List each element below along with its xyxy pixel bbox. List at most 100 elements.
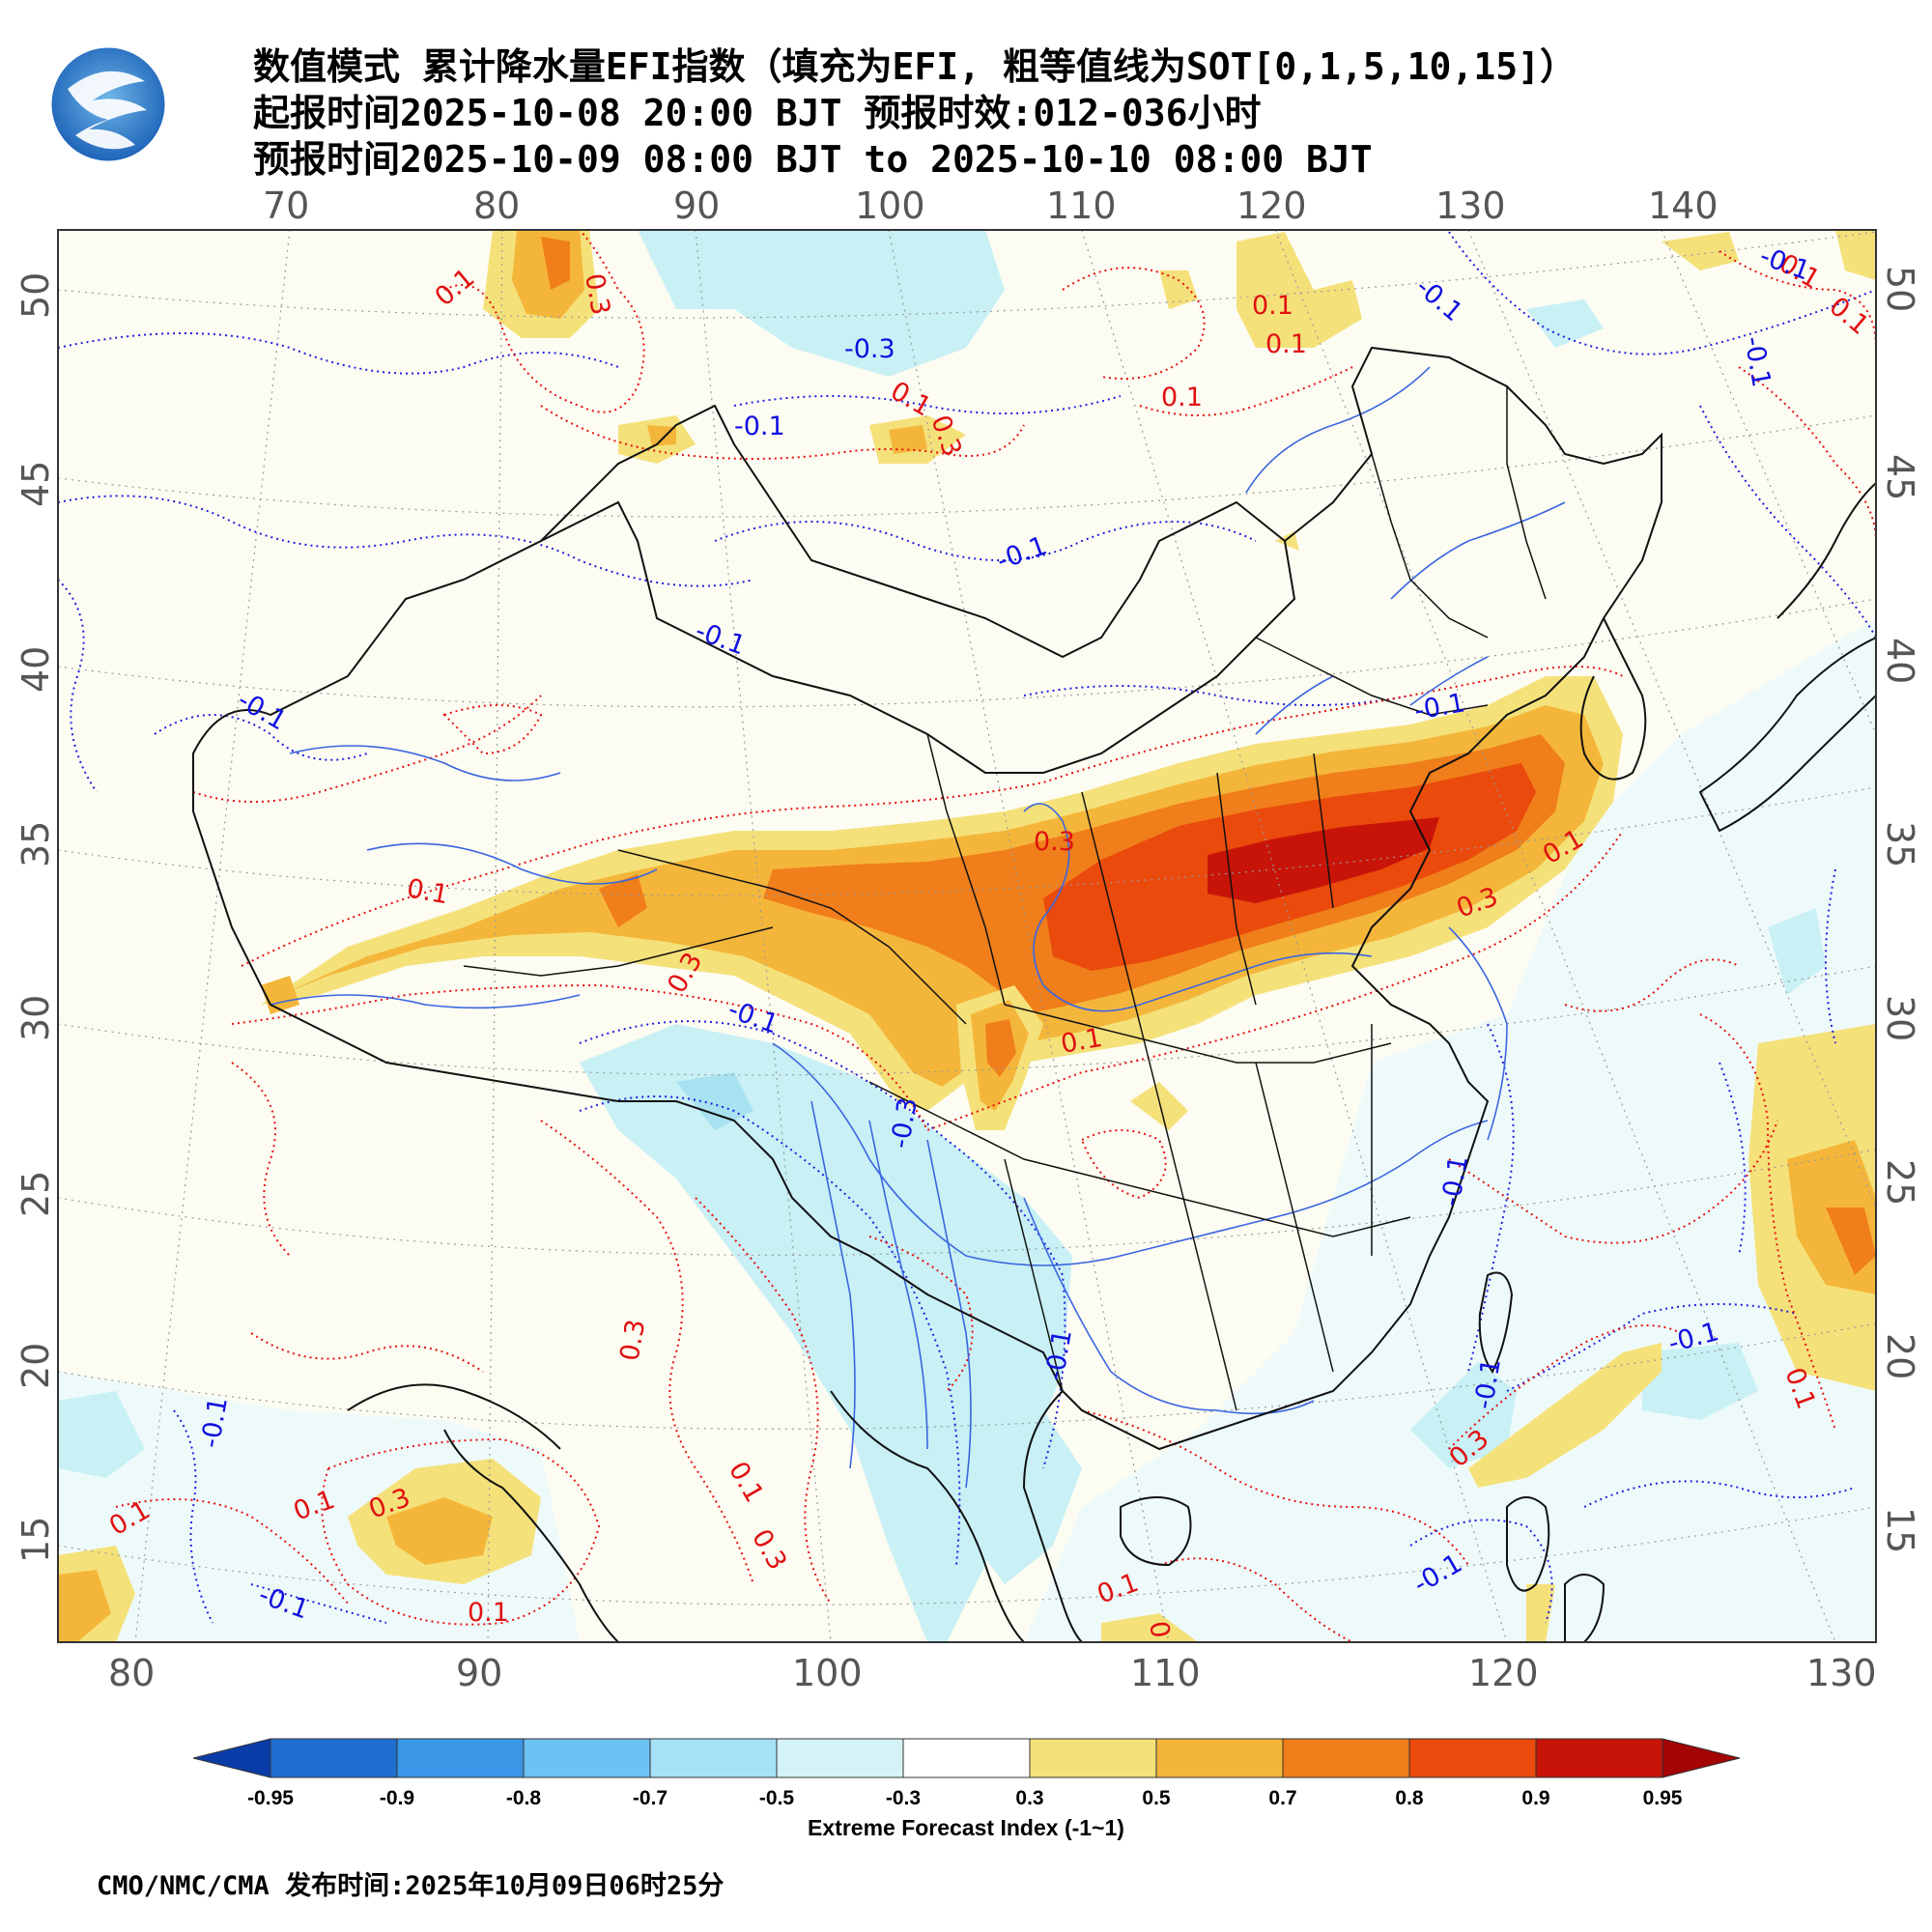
efi-area-pos7 <box>985 1019 1016 1077</box>
efi-area-pos5 <box>386 1497 493 1565</box>
contour-label-red: 0.3 <box>1143 1619 1179 1665</box>
colorbar-tick-label: -0.9 <box>380 1787 414 1809</box>
efi-area-pos5 <box>889 425 927 454</box>
efi-area-pos5 <box>647 425 676 446</box>
colorbar-tick-label: 0.9 <box>1521 1787 1549 1809</box>
efi-area-pos3 <box>1526 1584 1555 1642</box>
svg-text:15: 15 <box>1879 1507 1921 1553</box>
contour-label-blue: -0.3 <box>844 334 895 364</box>
contour-label-red: 0.1 <box>1059 1023 1105 1060</box>
efi-area-pos3 <box>1101 1613 1198 1642</box>
efi-area-pos3 <box>1159 270 1198 309</box>
left-lat-ticks: 50 45 40 35 30 25 20 15 <box>14 272 57 1563</box>
title-line-2: 起报时间2025-10-08 20:00 BJT 预报时效:012-036小时 <box>253 92 1262 134</box>
colorbar-arrow-right <box>1662 1738 1741 1778</box>
efi-area-neg3 <box>638 230 1005 377</box>
efi-area-neg3 <box>1526 299 1604 348</box>
efi-area-pos9 <box>1208 817 1439 903</box>
colorbar-box <box>1535 1738 1663 1778</box>
colorbar-tick-label: 0.7 <box>1268 1787 1296 1809</box>
efi-area-pos7 <box>1826 1208 1876 1275</box>
svg-text:40: 40 <box>1879 638 1921 684</box>
svg-text:100: 100 <box>792 1652 863 1694</box>
colorbar-box <box>270 1738 398 1778</box>
cma-logo-icon <box>48 44 168 164</box>
svg-text:50: 50 <box>14 272 57 319</box>
colorbar-title: Extreme Forecast Index (-1~1) <box>808 1815 1124 1840</box>
contour-label-red: 0.3 <box>579 271 615 318</box>
svg-text:120: 120 <box>1468 1652 1539 1694</box>
efi-area-pos3 <box>1468 1343 1662 1488</box>
colorbar-box <box>902 1738 1031 1778</box>
contour-label-red: 0.3 <box>614 1318 651 1364</box>
positive-contours <box>115 230 1876 1642</box>
efi-area-neg3 <box>966 1410 1082 1584</box>
colorbar-tick-label: -0.7 <box>633 1787 668 1809</box>
efi-negative-areas <box>58 230 1826 1642</box>
colorbar-box <box>523 1738 651 1778</box>
colorbar-box <box>396 1738 525 1778</box>
map-frame <box>57 229 1877 1643</box>
contour-label-red: 0.1 <box>1161 383 1203 412</box>
svg-text:35: 35 <box>14 821 57 867</box>
title-line-3: 预报时间2025-10-09 08:00 BJT to 2025-10-10 0… <box>253 138 1373 181</box>
svg-text:110: 110 <box>1130 1652 1201 1694</box>
efi-area-pos7 <box>599 874 647 927</box>
svg-text:100: 100 <box>855 185 925 227</box>
efi-area-pos7 <box>541 237 570 290</box>
efi-area-pos3 <box>1275 531 1299 551</box>
svg-text:90: 90 <box>456 1652 502 1694</box>
negative-contours <box>58 231 1876 1624</box>
title-line-1: 数值模式 累计降水量EFI指数（填充为EFI, 粗等值线为SOT[0,1,5,1… <box>253 45 1577 88</box>
colorbar-box <box>776 1738 904 1778</box>
svg-text:140: 140 <box>1648 185 1719 227</box>
contour-label-red: 0.1 <box>468 1598 509 1628</box>
efi-positive-areas <box>58 230 1876 1642</box>
svg-text:80: 80 <box>108 1652 155 1694</box>
colorbar-tick-label: -0.3 <box>886 1787 921 1809</box>
svg-text:35: 35 <box>1879 821 1921 867</box>
colorbar-tick-label: 0.8 <box>1395 1787 1424 1809</box>
efi-area-neg3 <box>1410 1362 1517 1468</box>
svg-text:40: 40 <box>14 646 57 693</box>
svg-text:15: 15 <box>14 1517 57 1563</box>
svg-text:20: 20 <box>14 1343 57 1389</box>
colorbar-tick-label: -0.8 <box>506 1787 542 1809</box>
svg-text:130: 130 <box>1806 1652 1877 1694</box>
colorbar-tick-label: -0.5 <box>759 1787 795 1809</box>
colorbar-tick-label: 0.3 <box>1015 1787 1043 1809</box>
contour-label-red: 0.1 <box>1252 291 1293 321</box>
colorbar-tick-label: -0.95 <box>247 1787 294 1809</box>
svg-text:30: 30 <box>14 995 57 1041</box>
efi-area-pos3 <box>1236 232 1362 348</box>
svg-text:45: 45 <box>1879 454 1921 500</box>
svg-text:80: 80 <box>473 185 520 227</box>
svg-text:50: 50 <box>1879 266 1921 312</box>
colorbar-arrow-left <box>192 1738 271 1778</box>
contour-label-blue: -0.1 <box>734 412 785 441</box>
contour-label-red: 0.1 <box>1265 329 1307 359</box>
colorbar-tick-label: 0.95 <box>1643 1787 1683 1809</box>
borders <box>192 346 1876 1642</box>
efi-area-neg3 <box>1642 1343 1758 1420</box>
efi-area-pos5 <box>58 1570 111 1642</box>
efi-area-neg3 <box>580 1024 1072 1642</box>
colorbar-tick-label: 0.5 <box>1142 1787 1171 1809</box>
efi-area-neg3 <box>1768 908 1826 995</box>
footer-issuer: CMO/NMC/CMA 发布时间:2025年10月09日06时25分 <box>97 1871 724 1901</box>
graticule <box>58 230 1876 1642</box>
svg-text:25: 25 <box>14 1171 57 1217</box>
map-area: 0.1 0.3 0.1 0.3 0.1 0.1 0.1 0.3 0.3 0.1 … <box>58 230 1876 1665</box>
colorbar-box <box>1282 1738 1410 1778</box>
efi-area-pos3 <box>1662 232 1739 270</box>
colorbar-box <box>1029 1738 1157 1778</box>
svg-text:45: 45 <box>14 461 57 507</box>
colorbar-box <box>1155 1738 1284 1778</box>
svg-text:25: 25 <box>1879 1159 1921 1206</box>
contour-label-red: 0.3 <box>1034 827 1075 857</box>
bottom-lon-ticks: 80 90 100 110 120 130 <box>108 1652 1877 1694</box>
svg-text:120: 120 <box>1236 185 1307 227</box>
efi-area-pos3 <box>1835 230 1876 280</box>
colorbar-box <box>649 1738 778 1778</box>
